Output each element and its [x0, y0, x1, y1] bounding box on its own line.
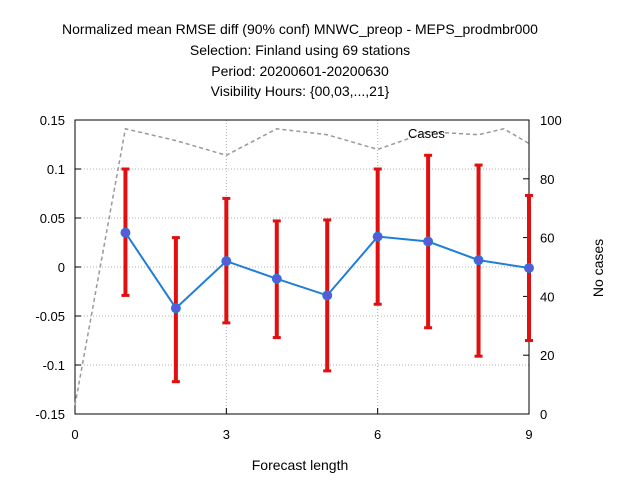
legend-cases-label: Cases: [408, 126, 445, 141]
y-tick-label: -0.1: [43, 358, 65, 373]
x-tick-label: 6: [374, 427, 381, 442]
mean-point: [322, 290, 333, 301]
mean-point: [271, 273, 282, 284]
y2-tick-label: 40: [540, 289, 554, 304]
chart-title-line-4: Visibility Hours: {00,03,...,21}: [211, 83, 390, 99]
chart-titles: Normalized mean RMSE diff (90% conf) MNW…: [62, 21, 538, 99]
mean-point: [170, 303, 181, 314]
errorbar-layer: [121, 153, 533, 384]
axes: 0.15 0.1 0.05 0 -0.05 -0.1 -0.15 100 80 60 40 20 0 0 3…: [35, 113, 561, 442]
mean-point: [221, 256, 232, 267]
y-tick-label: 0.05: [40, 211, 65, 226]
chart-title-line-2: Selection: Finland using 69 stations: [190, 42, 410, 58]
grid: [75, 120, 529, 414]
y2-axis-label: No cases: [590, 239, 606, 297]
y-tick-label: 0.1: [47, 162, 65, 177]
mean-point: [120, 227, 131, 238]
mean-point: [423, 236, 434, 247]
x-axis-label: Forecast length: [252, 457, 349, 473]
plot-frame: [74, 119, 530, 415]
mean-point: [473, 255, 484, 266]
y2-tick-label: 80: [540, 172, 554, 187]
chart-title-line-1: Normalized mean RMSE diff (90% conf) MNW…: [62, 21, 538, 37]
y2-tick-label: 100: [540, 113, 562, 128]
y2-tick-label: 20: [540, 348, 554, 363]
chart-title-line-3: Period: 20200601-20200630: [211, 63, 389, 79]
cases-line: [74, 127, 530, 406]
cases-layer: [74, 127, 530, 406]
mean-layer: [120, 227, 534, 314]
y-tick-label: 0: [58, 260, 65, 275]
y-tick-label: -0.05: [35, 309, 65, 324]
y-tick-label: 0.15: [40, 113, 65, 128]
y-tick-label: -0.15: [35, 407, 65, 422]
x-tick-label: 0: [71, 427, 78, 442]
y2-tick-label: 0: [540, 407, 547, 422]
mean-point: [372, 231, 383, 242]
x-tick-label: 3: [223, 427, 230, 442]
mean-point: [524, 262, 534, 273]
x-tick-label: 9: [525, 427, 532, 442]
y2-tick-label: 60: [540, 231, 554, 246]
